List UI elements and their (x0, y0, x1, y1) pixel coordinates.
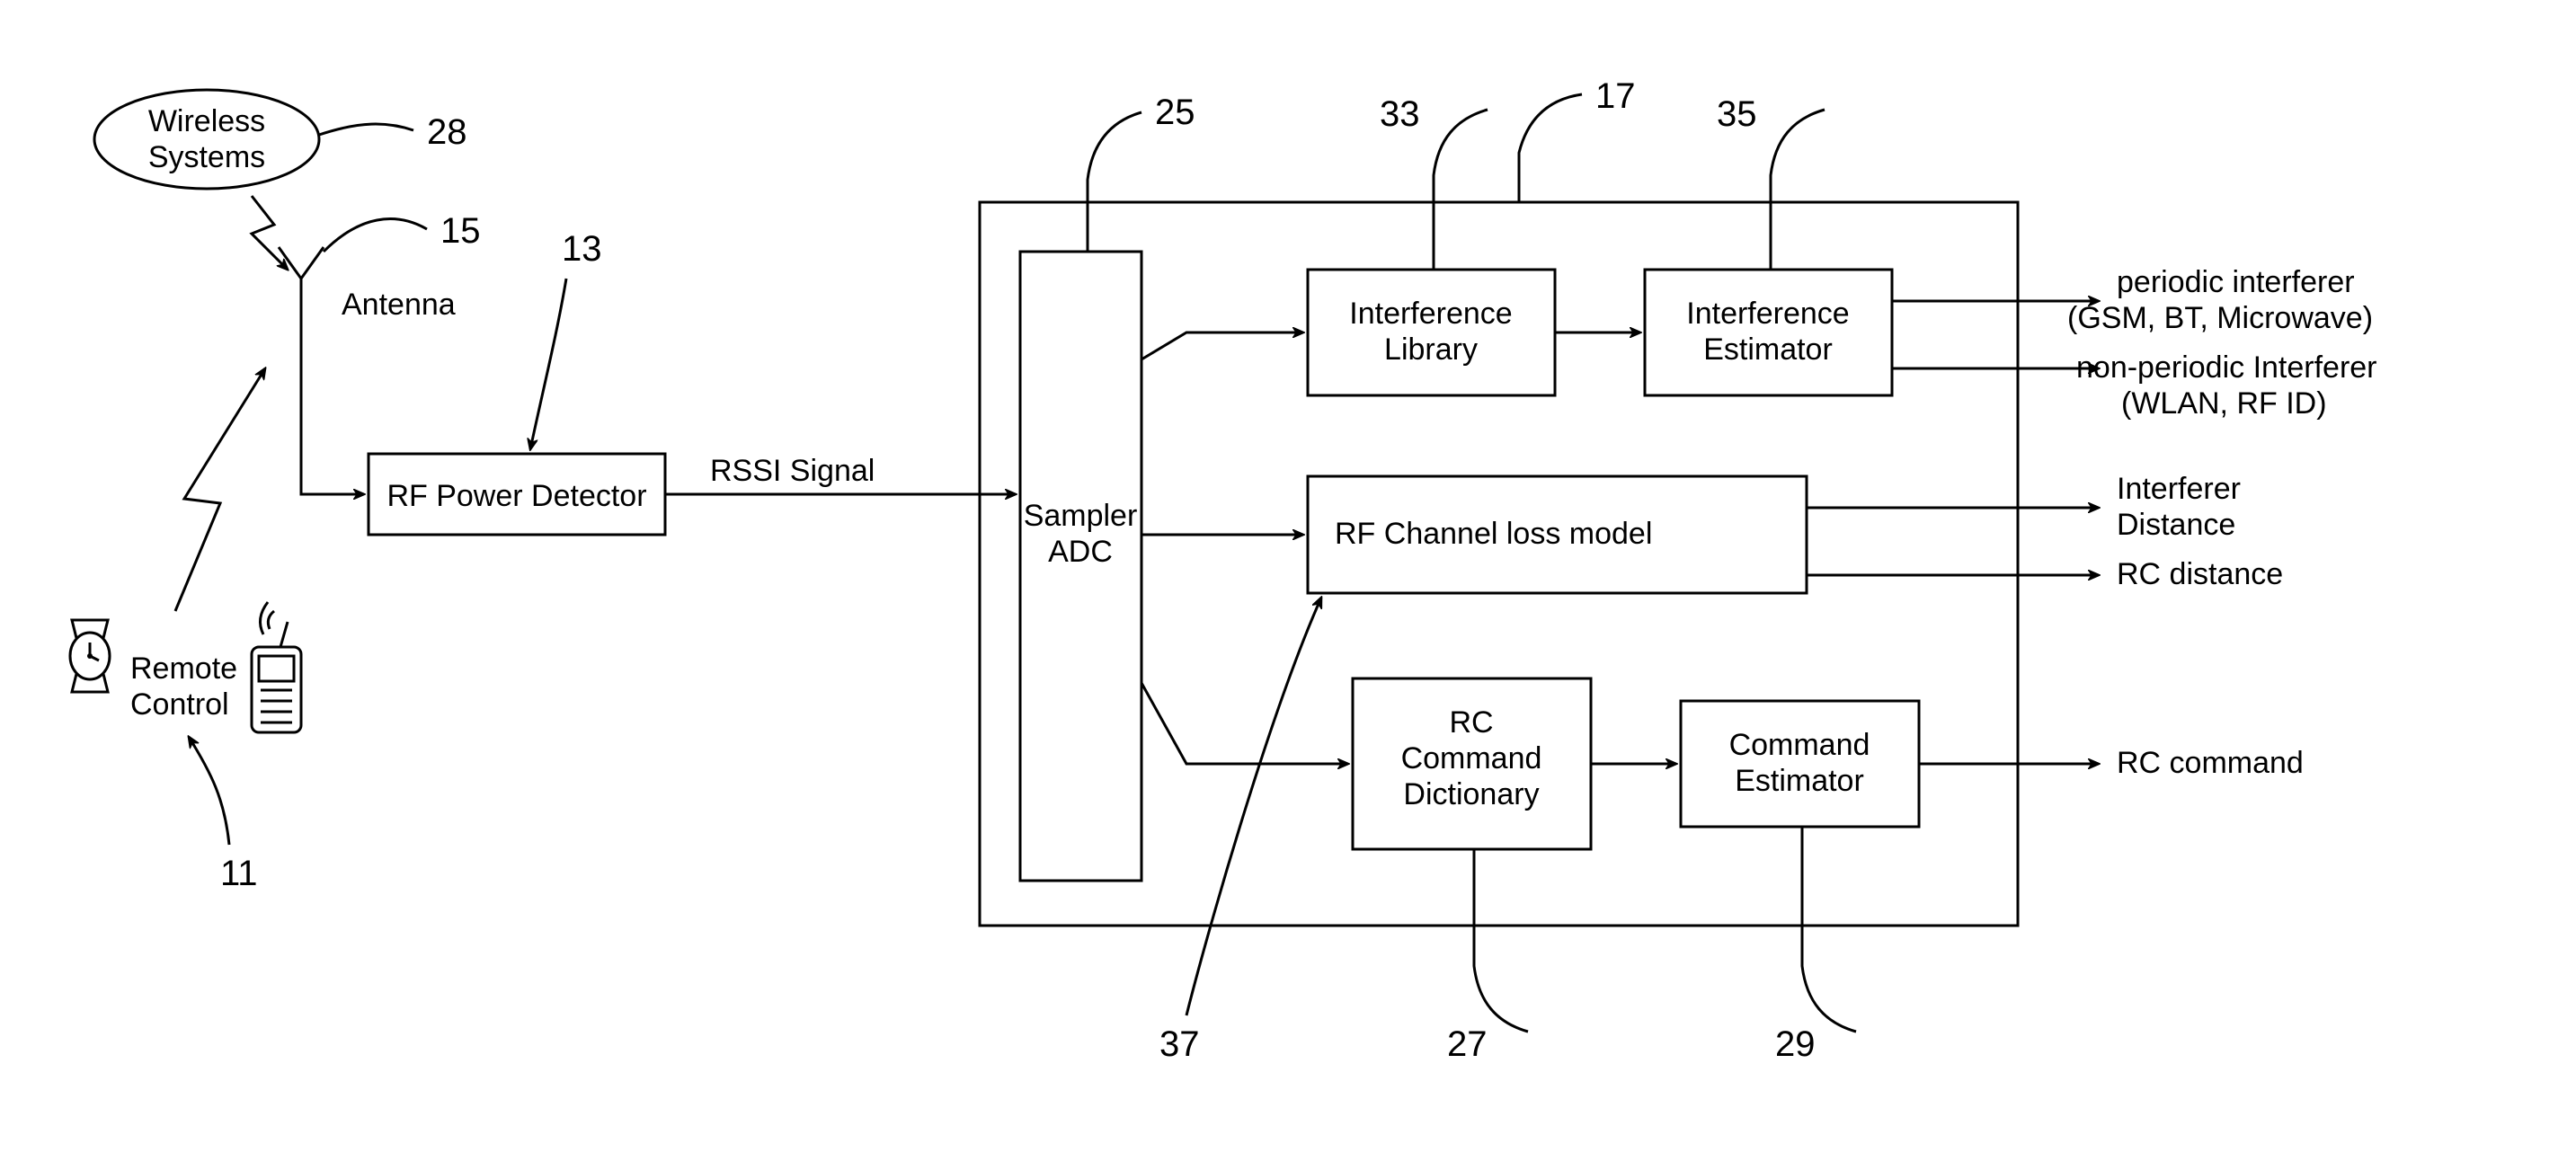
rc-command-dictionary-label-3: Dictionary (1403, 777, 1539, 811)
rc-command-dictionary-label-2: Command (1401, 741, 1542, 776)
ref-35: 35 (1717, 94, 1757, 134)
antenna-to-rfpd (301, 377, 364, 494)
sampler-adc-label-2: ADC (1048, 535, 1113, 569)
wireless-systems-label-2: Systems (148, 140, 265, 174)
periodic-label-2: (GSM, BT, Microwave) (2067, 301, 2373, 335)
ref-11: 11 (220, 854, 258, 893)
ref-33: 33 (1380, 94, 1420, 134)
leader-35 (1771, 110, 1825, 270)
periodic-label-1: periodic interferer (2117, 265, 2355, 299)
ref-17: 17 (1595, 76, 1636, 116)
leader-29 (1802, 827, 1856, 1032)
lightning-wireless (252, 196, 288, 270)
leader-27 (1474, 849, 1528, 1032)
leader-13 (530, 279, 566, 449)
interference-estimator-label-1: Interference (1686, 297, 1849, 331)
arrow-sampler-to-il (1141, 332, 1303, 359)
phone-icon (252, 602, 301, 732)
interferer-distance-label-1: Interferer (2117, 472, 2241, 506)
rc-command-label: RC command (2117, 746, 2304, 780)
rc-command-dictionary-label-1: RC (1449, 705, 1493, 740)
leader-25 (1088, 112, 1141, 252)
leader-17 (1519, 94, 1582, 202)
ref-13: 13 (562, 229, 602, 269)
command-estimator-label-1: Command (1729, 728, 1870, 762)
leader-15 (324, 219, 427, 252)
lightning-remote (175, 368, 265, 611)
wireless-systems-label-1: Wireless (148, 104, 265, 138)
remote-control-label-1: Remote (130, 651, 237, 686)
ref-28: 28 (427, 112, 467, 152)
interference-estimator-label-2: Estimator (1703, 332, 1833, 367)
ref-29: 29 (1775, 1024, 1816, 1064)
antenna-label: Antenna (342, 288, 456, 322)
ref-37: 37 (1159, 1024, 1200, 1064)
arrow-sampler-to-rcd (1141, 683, 1348, 764)
leader-28 (319, 124, 413, 135)
remote-control-label-2: Control (130, 687, 229, 722)
rssi-label: RSSI Signal (710, 454, 875, 488)
command-estimator-label-2: Estimator (1735, 764, 1864, 798)
sampler-adc-label-1: Sampler (1024, 499, 1138, 533)
nonperiodic-label-1: non-periodic Interferer (2076, 350, 2377, 385)
nonperiodic-label-2: (WLAN, RF ID) (2121, 386, 2327, 421)
leader-11 (189, 737, 229, 845)
ref-27: 27 (1447, 1024, 1488, 1064)
rf-power-detector-label: RF Power Detector (386, 479, 646, 513)
interference-library-label-2: Library (1384, 332, 1478, 367)
interferer-distance-label-2: Distance (2117, 508, 2235, 542)
ref-25: 25 (1155, 93, 1195, 132)
rf-channel-loss-label: RF Channel loss model (1335, 517, 1652, 551)
interference-library-label-1: Interference (1349, 297, 1512, 331)
rc-distance-label: RC distance (2117, 557, 2283, 591)
watch-icon (70, 620, 110, 692)
ref-15: 15 (440, 211, 481, 251)
diagram-canvas: Wireless Systems 28 Antenna 15 Remote Co… (0, 0, 2576, 1170)
leader-37 (1186, 598, 1321, 1015)
leader-33 (1434, 110, 1488, 270)
